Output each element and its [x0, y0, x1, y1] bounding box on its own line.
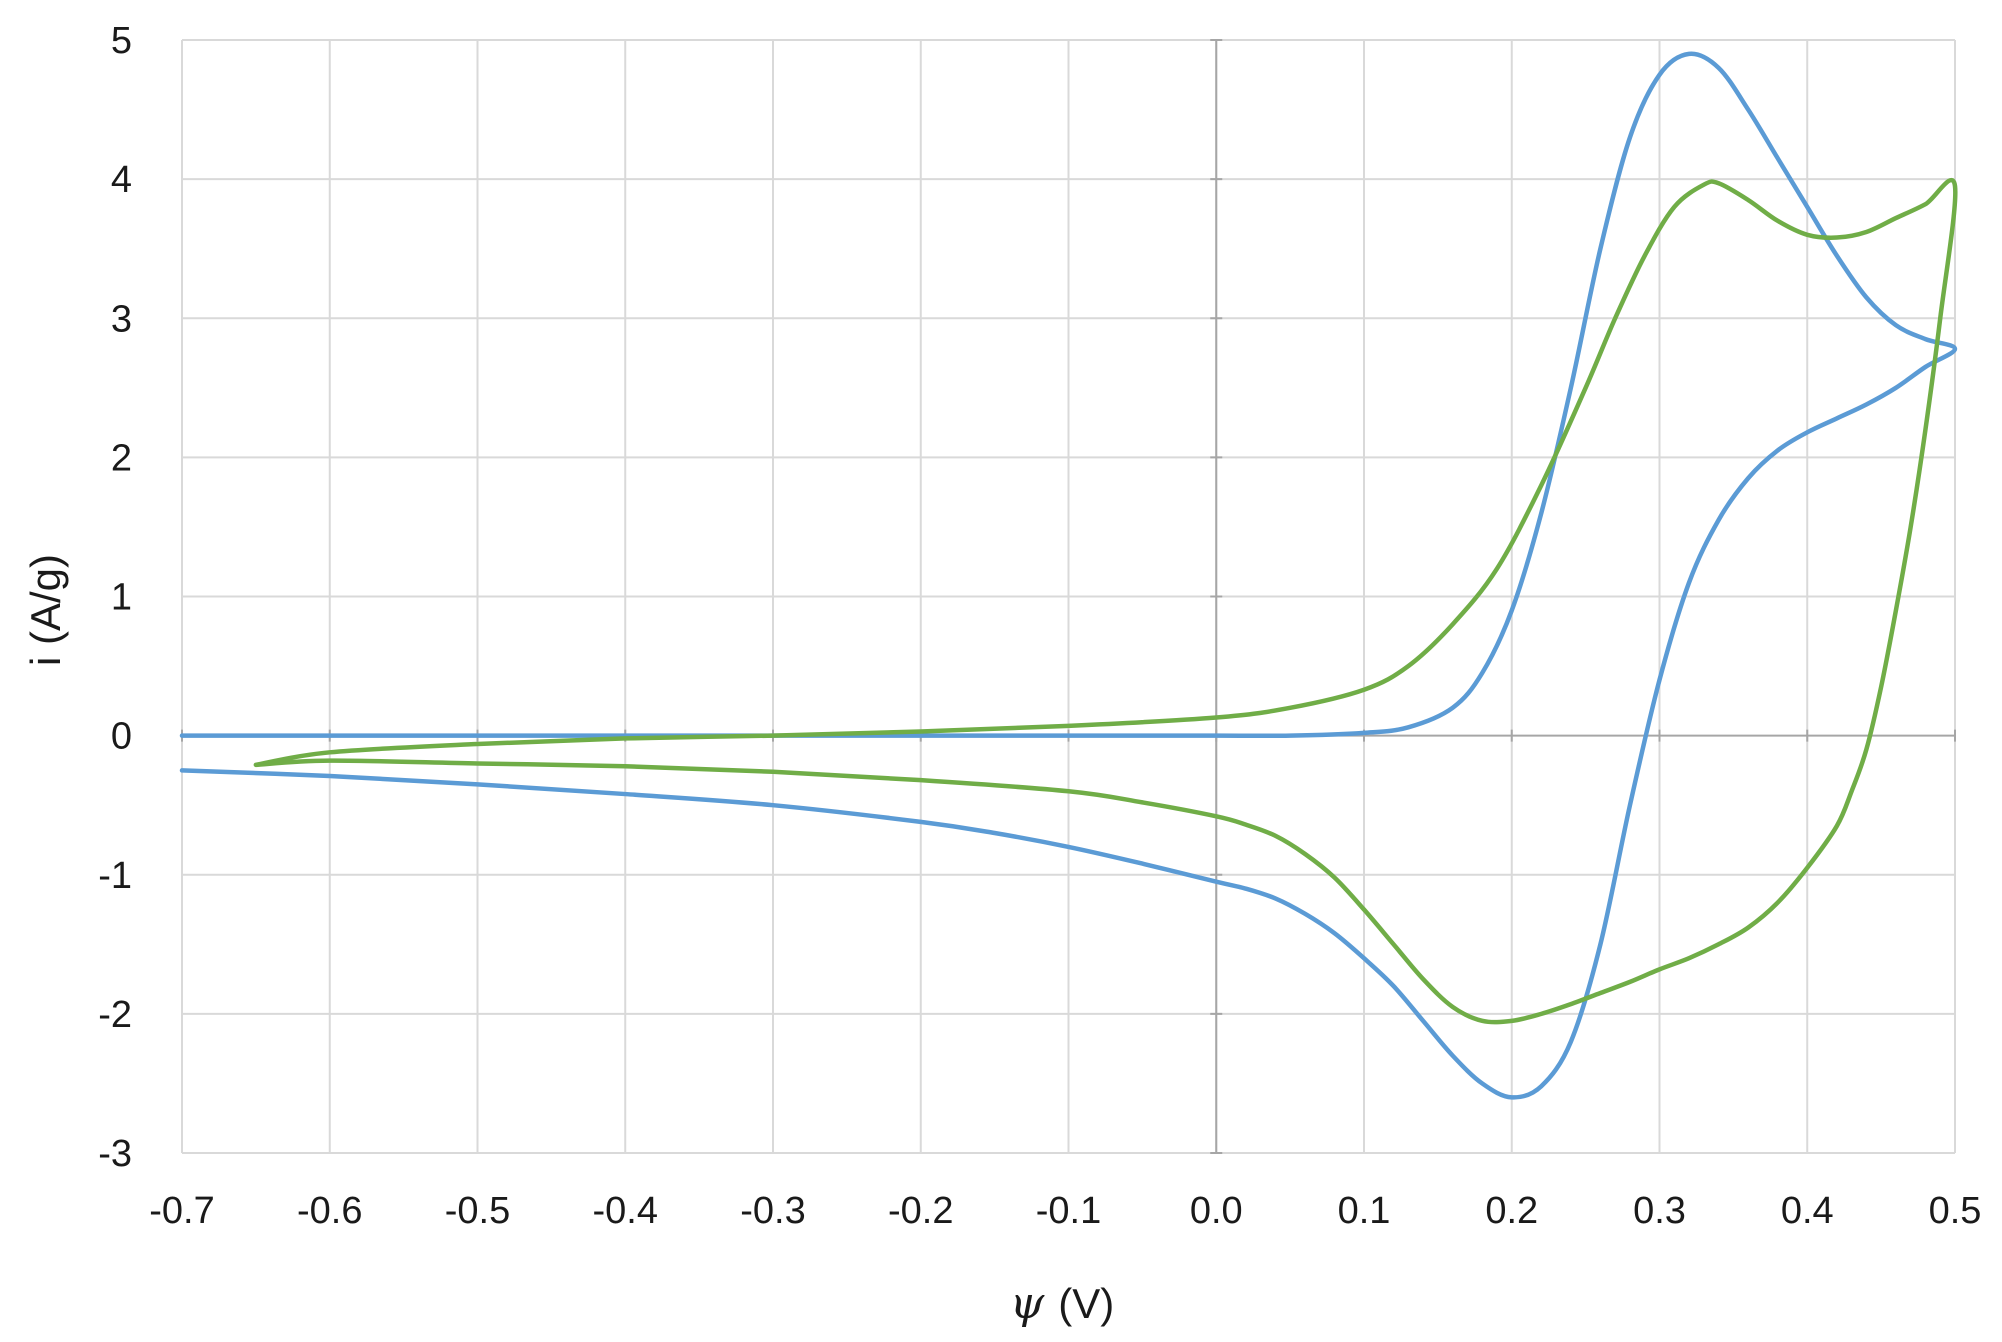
x-tick-label: -0.4 [593, 1190, 658, 1232]
x-tick-label: 0.2 [1485, 1190, 1538, 1232]
series-line-1 [179, 51, 1958, 1100]
x-tick-label: -0.5 [445, 1190, 510, 1232]
x-axis-label-unit: (V) [1058, 1280, 1114, 1327]
y-tick-label: 0 [111, 716, 132, 758]
x-tick-label: 0.4 [1781, 1190, 1834, 1232]
x-tick-label: 0.5 [1929, 1190, 1982, 1232]
x-tick-label: -0.7 [149, 1190, 214, 1232]
y-tick-label: 2 [111, 437, 132, 479]
y-tick-label: -3 [98, 1133, 132, 1175]
y-tick-label: -2 [98, 994, 132, 1036]
x-tick-labels: -0.7 -0.6 -0.5 -0.4 -0.3 -0.2 -0.1 0.0 0.1 0.2 0.3… [149, 1190, 1981, 1232]
y-tick-labels: 5 4 3 2 1 0 -1 -2 -3 [98, 20, 132, 1175]
x-tick-label: 0.0 [1190, 1190, 1243, 1232]
x-tick-label: -0.1 [1036, 1190, 1101, 1232]
y-axis-label: i (A/g) [22, 554, 69, 666]
x-axis-label: ψ (V) [1010, 1278, 1115, 1329]
y-tick-label: -1 [98, 855, 132, 897]
y-tick-label: 4 [111, 159, 132, 201]
x-tick-label: -0.2 [888, 1190, 953, 1232]
y-tick-label: 1 [111, 577, 132, 619]
series-line-2 [253, 177, 1958, 1025]
y-tick-label: 3 [111, 298, 132, 340]
y-tick-label: 5 [111, 20, 132, 62]
x-tick-label: 0.3 [1633, 1190, 1686, 1232]
x-tick-label: -0.3 [740, 1190, 805, 1232]
series-lines [179, 51, 1958, 1100]
x-axis-label-symbol: ψ [1010, 1278, 1045, 1329]
x-tick-label: 0.1 [1338, 1190, 1391, 1232]
x-tick-label: -0.6 [297, 1190, 362, 1232]
